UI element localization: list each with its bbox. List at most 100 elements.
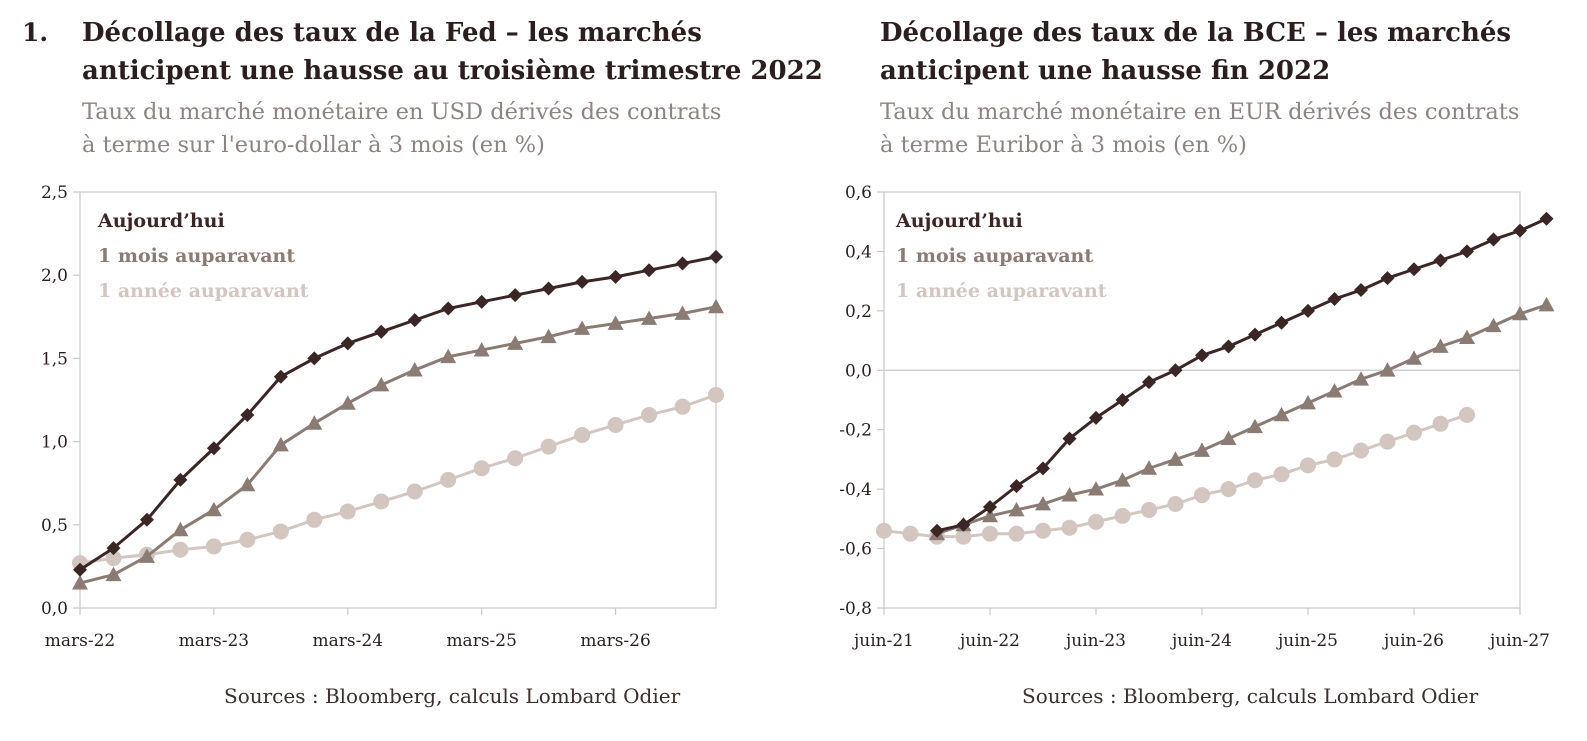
chart-panel-ecb: Décollage des taux de la BCE – les march…	[795, 0, 1587, 741]
x-tick-label: juin-27	[1488, 631, 1550, 651]
data-point	[608, 269, 623, 284]
y-tick-label: 0,6	[845, 183, 872, 203]
chart-title-line-2: anticipent une hausse au troisième trime…	[82, 56, 823, 86]
x-tick-label: mars-25	[446, 631, 516, 651]
data-point	[574, 320, 591, 335]
data-point	[930, 523, 944, 538]
legend-entry: 1 mois auparavant	[98, 245, 295, 267]
data-point	[273, 369, 288, 384]
data-point	[1354, 283, 1368, 298]
line-chart-fed: 0,0 0,5 1,0 1,5 2,0 2,5 mars-22 mars-23 mars-24 m…	[41, 183, 724, 651]
data-point	[1300, 457, 1316, 474]
data-point	[1220, 430, 1237, 446]
data-point	[73, 562, 87, 577]
chart-title-line-1: Décollage des taux de la BCE – les march…	[880, 18, 1512, 48]
data-point	[1486, 232, 1501, 247]
x-tick-label: juin-22	[958, 631, 1020, 651]
data-point	[1088, 481, 1104, 496]
legend-entry: 1 année auparavant	[896, 280, 1107, 302]
data-point	[307, 351, 322, 366]
data-point	[239, 476, 256, 492]
data-point	[373, 377, 390, 392]
data-point	[1300, 394, 1316, 410]
data-point	[1114, 507, 1131, 524]
data-point	[982, 525, 998, 542]
y-tick-label: -0,2	[839, 421, 872, 441]
data-point	[272, 436, 289, 452]
line-chart-ecb: -0,8 -0,6 -0,4 -0,2 0,0 0,2 0,4 0,6 juin-21 juin-…	[839, 183, 1555, 651]
data-point	[239, 531, 256, 548]
y-tick-label: 0,0	[845, 361, 872, 381]
data-point	[1539, 211, 1554, 226]
y-tick-label: 1,5	[41, 349, 68, 369]
data-point	[1459, 329, 1475, 344]
chart-title-ecb: Décollage des taux de la BCE – les march…	[880, 14, 1511, 90]
data-point	[173, 472, 188, 487]
data-point	[1274, 315, 1289, 330]
chart-title-fed: Décollage des taux de la Fed – les march…	[82, 14, 823, 90]
data-point	[105, 550, 122, 567]
x-tick-label: juin-21	[852, 631, 914, 651]
data-point	[1141, 460, 1157, 475]
data-point	[1061, 519, 1078, 536]
data-point	[540, 328, 557, 344]
data-point	[1036, 461, 1050, 476]
chart-title-line-2: anticipent une hausse fin 2022	[880, 56, 1331, 86]
data-point	[956, 517, 971, 532]
data-point	[440, 348, 457, 364]
series-today	[930, 211, 1554, 538]
x-tick-label: mars-26	[580, 631, 650, 651]
data-point	[540, 438, 557, 455]
y-tick-label: 0,0	[41, 599, 68, 619]
data-point	[172, 521, 189, 537]
data-point	[306, 511, 323, 528]
data-point	[1485, 317, 1502, 333]
data-point	[1194, 442, 1210, 457]
series-year	[876, 406, 1475, 545]
data-point	[642, 263, 657, 278]
data-point	[306, 415, 323, 430]
data-point	[106, 541, 121, 556]
data-point	[1353, 442, 1369, 459]
x-tick-label: juin-25	[1276, 631, 1338, 651]
y-tick-label: 2,5	[41, 183, 68, 203]
chart-subtitle-line-2: à terme sur l'euro-dollar à 3 mois (en %…	[82, 132, 545, 158]
legend-entry: 1 mois auparavant	[896, 245, 1093, 267]
data-point	[1247, 472, 1263, 489]
data-point	[1221, 339, 1236, 354]
data-point	[1380, 271, 1395, 286]
data-point	[507, 335, 524, 350]
data-point	[1512, 305, 1528, 321]
data-point	[983, 499, 997, 514]
data-point	[675, 256, 690, 271]
data-point	[982, 507, 998, 523]
data-point	[1009, 479, 1024, 494]
data-point	[1061, 487, 1078, 502]
data-point	[205, 501, 222, 517]
data-point	[1407, 262, 1421, 277]
data-point	[340, 336, 355, 351]
series-line	[79, 305, 717, 585]
data-point	[339, 395, 356, 410]
data-point	[272, 523, 289, 540]
data-point	[1432, 415, 1449, 432]
data-point	[72, 575, 88, 590]
data-point	[240, 407, 255, 422]
source-note-fed: Sources : Bloomberg, calculs Lombard Odi…	[224, 684, 681, 708]
x-tick-label: mars-22	[45, 631, 115, 651]
chart-subtitle-line-1: Taux du marché monétaire en EUR dérivés …	[880, 99, 1520, 125]
data-point	[902, 525, 919, 542]
data-point	[1194, 487, 1210, 504]
data-point	[1115, 393, 1130, 407]
series-line	[79, 255, 717, 571]
legend-entry: Aujourd’hui	[895, 210, 1023, 232]
data-point	[1248, 327, 1262, 342]
data-point	[1088, 513, 1104, 530]
data-point	[139, 512, 154, 527]
data-point	[1432, 338, 1449, 353]
data-point	[575, 274, 590, 289]
data-point	[876, 522, 892, 539]
data-point	[1167, 451, 1184, 466]
data-point	[1035, 496, 1051, 511]
data-point	[508, 288, 523, 303]
